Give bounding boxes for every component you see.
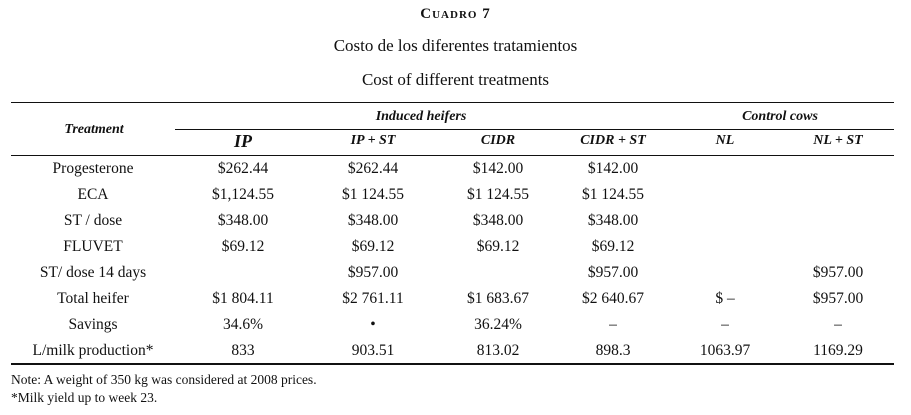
row-label: L/milk production* bbox=[32, 342, 154, 359]
column-header-nl: NL bbox=[715, 133, 735, 148]
table-cell-ip-st: $1 124.55 bbox=[342, 186, 404, 203]
table-cell-ip-st: 903.51 bbox=[351, 342, 395, 359]
table-cell-ip: $1,124.55 bbox=[212, 186, 274, 203]
table-cell-cidr: 36.24% bbox=[474, 316, 522, 333]
table-cell-cidr-st: 898.3 bbox=[595, 342, 631, 359]
table-cell-nl: 1063.97 bbox=[699, 342, 751, 359]
table-cell-ip: 833 bbox=[231, 342, 255, 359]
treatment-header: Treatment bbox=[64, 122, 124, 137]
column-header-cidr-st: CIDR + ST bbox=[580, 133, 646, 148]
group-header-rule bbox=[175, 129, 894, 130]
table-cell-ip-st: $2 761.11 bbox=[342, 290, 404, 307]
row-label: Savings bbox=[68, 316, 118, 333]
row-label: ECA bbox=[77, 186, 109, 203]
table-cell-cidr: 813.02 bbox=[476, 342, 520, 359]
table-cell-ip: $348.00 bbox=[217, 212, 269, 229]
table-cell-cidr-st: $957.00 bbox=[587, 264, 639, 281]
table-cell-ip: $262.44 bbox=[217, 160, 269, 177]
table-cell-cidr: $142.00 bbox=[472, 160, 524, 177]
table-cell-cidr-st: $1 124.55 bbox=[582, 186, 644, 203]
table-cell-nl: $ – bbox=[715, 290, 735, 307]
table-cell-ip-st: $262.44 bbox=[347, 160, 399, 177]
footnote-milk: *Milk yield up to week 23. bbox=[11, 390, 158, 405]
table-bottom-rule bbox=[11, 363, 894, 365]
table-cell-ip-st: $348.00 bbox=[347, 212, 399, 229]
row-label: Total heifer bbox=[57, 290, 129, 307]
table-cell-cidr: $1 124.55 bbox=[467, 186, 529, 203]
table-title-english: Cost of different treatments bbox=[361, 70, 550, 89]
column-header-nl-st: NL + ST bbox=[813, 133, 863, 148]
table-number: Cuadro 7 bbox=[420, 6, 491, 22]
table-cell-nl-st: $957.00 bbox=[812, 264, 864, 281]
table-cell-ip: $1 804.11 bbox=[212, 290, 274, 307]
row-label: ST / dose bbox=[63, 212, 123, 229]
table-cell-cidr-st: – bbox=[609, 316, 617, 333]
table-cell-nl: – bbox=[721, 316, 729, 333]
table-cell-cidr: $69.12 bbox=[476, 238, 520, 255]
table-cell-cidr: $1 683.67 bbox=[467, 290, 529, 307]
table-title-spanish: Costo de los diferentes tratamientos bbox=[333, 36, 578, 55]
table-cell-ip-st: $69.12 bbox=[351, 238, 395, 255]
row-label: FLUVET bbox=[63, 238, 123, 255]
table-cell-nl-st: 1169.29 bbox=[813, 342, 863, 359]
table-cell-ip: $69.12 bbox=[221, 238, 265, 255]
group-header-induced-heifers: Induced heifers bbox=[375, 109, 467, 124]
table-cell-cidr-st: $69.12 bbox=[591, 238, 635, 255]
column-header-rule bbox=[11, 155, 894, 156]
table-cell-cidr-st: $142.00 bbox=[587, 160, 639, 177]
table-cell-ip-st: • bbox=[370, 316, 376, 333]
column-header-ip-st: IP + ST bbox=[350, 133, 396, 148]
row-label: ST/ dose 14 days bbox=[39, 264, 147, 281]
footnote-weight: Note: A weight of 350 kg was considered … bbox=[11, 372, 317, 387]
table-cell-cidr-st: $2 640.67 bbox=[582, 290, 644, 307]
table-cell-ip: 34.6% bbox=[222, 316, 264, 333]
group-header-control-cows: Control cows bbox=[742, 109, 818, 124]
table-top-rule bbox=[11, 102, 894, 103]
table-cell-nl-st: – bbox=[834, 316, 842, 333]
table-cell-nl-st: $957.00 bbox=[812, 290, 864, 307]
table-cell-cidr: $348.00 bbox=[472, 212, 524, 229]
column-header-cidr: CIDR bbox=[480, 133, 516, 148]
column-header-ip: IP bbox=[234, 131, 252, 151]
table-cell-cidr-st: $348.00 bbox=[587, 212, 639, 229]
row-label: Progesterone bbox=[52, 160, 134, 177]
table-cell-ip-st: $957.00 bbox=[347, 264, 399, 281]
